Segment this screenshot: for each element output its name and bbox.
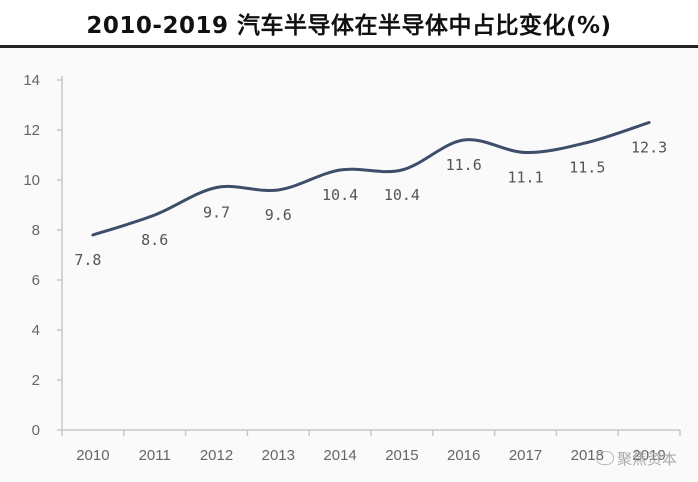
data-point — [524, 151, 527, 154]
y-tick-label: 8 — [32, 222, 40, 239]
x-tick-label: 2018 — [571, 447, 604, 464]
y-tick-label: 0 — [32, 422, 40, 439]
data-label: 8.6 — [141, 231, 168, 249]
wechat-icon — [596, 451, 614, 465]
x-tick-label: 2017 — [509, 447, 542, 464]
x-tick-label: 2011 — [139, 447, 171, 464]
y-tick-label: 14 — [23, 72, 40, 89]
data-label: 10.4 — [384, 186, 420, 204]
x-tick-label: 2019 — [632, 447, 665, 464]
data-label: 11.6 — [446, 156, 482, 174]
plot-background — [0, 48, 698, 482]
chart-title: 2010-2019 汽车半导体在半导体中占比变化(%) — [86, 13, 612, 39]
y-tick-label: 10 — [23, 172, 40, 189]
data-label: 11.5 — [569, 159, 605, 177]
x-tick-label: 2013 — [262, 447, 295, 464]
title-divider — [0, 45, 698, 48]
y-tick-label: 4 — [32, 322, 40, 339]
watermark-text: 聚焦资本 — [617, 450, 678, 468]
data-label: 11.1 — [507, 169, 543, 187]
data-label: 9.6 — [265, 206, 292, 224]
series-line — [91, 121, 651, 237]
watermark: 聚焦资本 — [596, 448, 677, 469]
data-point — [648, 121, 651, 124]
data-label: 12.3 — [631, 139, 667, 157]
x-tick-label: 2014 — [323, 447, 356, 464]
x-tick-label: 2015 — [385, 447, 418, 464]
data-point — [586, 141, 589, 144]
y-tick-label: 6 — [32, 272, 40, 289]
data-point — [462, 139, 465, 142]
data-point — [277, 189, 280, 192]
data-point — [153, 214, 156, 217]
data-label: 7.8 — [74, 251, 101, 269]
x-tick-label: 2012 — [200, 447, 233, 464]
data-label: 10.4 — [322, 186, 358, 204]
x-tick-label: 2010 — [76, 447, 109, 464]
y-tick-label: 2 — [32, 372, 40, 389]
data-point — [91, 234, 94, 237]
y-tick-label: 12 — [23, 122, 40, 139]
data-point — [339, 169, 342, 172]
data-label: 9.7 — [203, 204, 230, 222]
data-point — [400, 169, 403, 172]
x-tick-label: 2016 — [447, 447, 480, 464]
data-point — [215, 186, 218, 189]
